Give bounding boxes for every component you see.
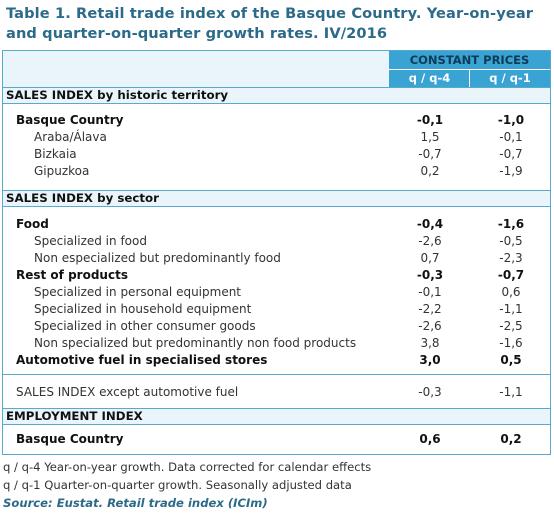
value-qoq: -1,6 xyxy=(497,217,525,231)
value-qoq: -2,5 xyxy=(499,319,523,333)
section-title: SALES INDEX by historic territory xyxy=(6,88,229,102)
table-row: Bizkaia -0,7 -0,7 xyxy=(3,146,550,163)
value-yoy: -0,3 xyxy=(418,385,442,399)
note-yoy: q / q-4 Year-on-year growth. Data correc… xyxy=(3,460,372,474)
value-qoq: 0,6 xyxy=(501,285,521,299)
value-yoy: 0,2 xyxy=(420,164,440,178)
value-qoq: 0,5 xyxy=(500,353,522,367)
value-yoy: -2,6 xyxy=(418,234,442,248)
value-qoq: -0,7 xyxy=(497,268,525,282)
value-qoq: -1,1 xyxy=(499,302,523,316)
section-header-territory: SALES INDEX by historic territory xyxy=(3,87,550,104)
table-row: Basque Country -0,1 -1,0 xyxy=(3,112,550,129)
data-table: CONSTANT PRICES q / q-4 q / q-1 SALES IN… xyxy=(2,50,551,455)
table-row: Specialized in personal equipment -0,1 0… xyxy=(3,284,550,301)
row-label: Automotive fuel in specialised stores xyxy=(16,353,268,367)
row-label: Basque Country xyxy=(16,113,124,127)
header-col-qoq: q / q-1 xyxy=(489,71,531,85)
row-label: SALES INDEX except automotive fuel xyxy=(16,385,239,399)
header-divider xyxy=(389,69,550,70)
value-yoy: -0,4 xyxy=(416,217,444,231)
value-yoy: -0,1 xyxy=(418,285,442,299)
section-header-sector: SALES INDEX by sector xyxy=(3,190,550,207)
row-label: Non specialized but predominantly non fo… xyxy=(34,336,357,350)
table-title: Table 1. Retail trade index of the Basqu… xyxy=(6,5,534,42)
value-yoy: -0,3 xyxy=(416,268,444,282)
value-qoq: -0,1 xyxy=(499,130,523,144)
section-title: SALES INDEX by sector xyxy=(6,191,159,205)
row-label: Specialized in personal equipment xyxy=(34,285,242,299)
row-label: Specialized in food xyxy=(34,234,147,248)
value-yoy: 0,6 xyxy=(419,432,441,446)
row-label: Gipuzkoa xyxy=(34,164,90,178)
row-label: Basque Country xyxy=(16,432,124,446)
note-qoq: q / q-1 Quarter-on-quarter growth. Seaso… xyxy=(3,478,352,492)
value-yoy: -2,6 xyxy=(418,319,442,333)
section-title: EMPLOYMENT INDEX xyxy=(6,409,143,423)
row-label: Specialized in household equipment xyxy=(34,302,252,316)
value-yoy: 3,8 xyxy=(420,336,440,350)
table-row: Specialized in household equipment -2,2 … xyxy=(3,301,550,318)
table-row: Automotive fuel in specialised stores 3,… xyxy=(3,352,550,369)
header-col-yoy: q / q-4 xyxy=(408,71,451,85)
table-row: Specialized in other consumer goods -2,6… xyxy=(3,318,550,335)
table-row: Rest of products -0,3 -0,7 xyxy=(3,267,550,284)
value-qoq: -1,6 xyxy=(499,336,523,350)
value-qoq: -1,0 xyxy=(497,113,525,127)
section-header-employment: EMPLOYMENT INDEX xyxy=(3,408,550,425)
value-qoq: -0,7 xyxy=(499,147,523,161)
table-notes: q / q-4 Year-on-year growth. Data correc… xyxy=(3,458,371,512)
row-label: Non especialized but predominantly food xyxy=(34,251,281,265)
value-yoy: -2,2 xyxy=(418,302,442,316)
value-yoy: 0,7 xyxy=(420,251,440,265)
header-col-divider xyxy=(469,70,470,87)
table-row: Basque Country 0,6 0,2 xyxy=(3,431,550,448)
source-note: Source: Eustat. Retail trade index (ICIm… xyxy=(3,496,268,510)
value-yoy: 3,0 xyxy=(419,353,441,367)
table-row: Specialized in food -2,6 -0,5 xyxy=(3,233,550,250)
table-row-except-fuel: SALES INDEX except automotive fuel -0,3 … xyxy=(3,384,550,401)
value-qoq: -0,5 xyxy=(499,234,523,248)
value-qoq: 0,2 xyxy=(500,432,522,446)
row-label: Araba/Álava xyxy=(34,130,107,144)
row-label: Bizkaia xyxy=(34,147,77,161)
row-label: Rest of products xyxy=(16,268,128,282)
table-row: Non especialized but predominantly food … xyxy=(3,250,550,267)
value-qoq: -2,3 xyxy=(499,251,523,265)
value-qoq: -1,1 xyxy=(499,385,523,399)
header-blank-cell xyxy=(3,51,389,87)
row-divider xyxy=(3,374,550,375)
value-yoy: 1,5 xyxy=(420,130,440,144)
row-label: Specialized in other consumer goods xyxy=(34,319,256,333)
header-constant-prices: CONSTANT PRICES xyxy=(409,53,530,67)
table-row: Gipuzkoa 0,2 -1,9 xyxy=(3,163,550,180)
value-yoy: -0,1 xyxy=(416,113,444,127)
table-row: Non specialized but predominantly non fo… xyxy=(3,335,550,352)
value-qoq: -1,9 xyxy=(499,164,523,178)
value-yoy: -0,7 xyxy=(418,147,442,161)
table-row: Araba/Álava 1,5 -0,1 xyxy=(3,129,550,146)
table-row: Food -0,4 -1,6 xyxy=(3,216,550,233)
row-label: Food xyxy=(16,217,49,231)
